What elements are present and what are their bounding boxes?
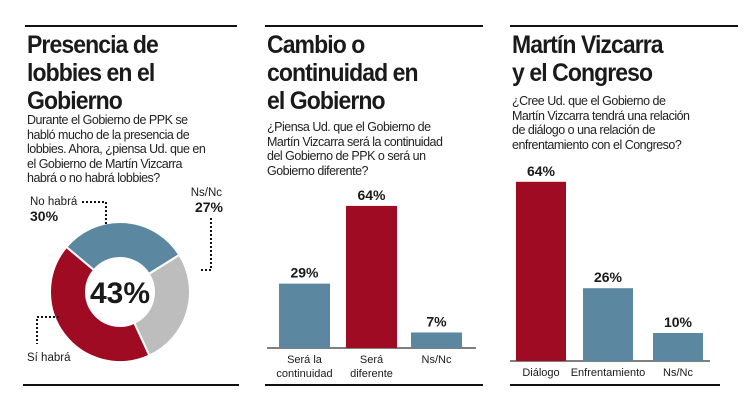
donut-slice-1	[132, 253, 191, 357]
bottom-rule	[510, 384, 720, 386]
category-label: Será la continuidad	[276, 354, 332, 380]
category-label: Ns/Nc	[663, 367, 693, 379]
category-label: Enfrentamiento	[571, 367, 646, 379]
panel-congreso: Martín Vizcarra y el Congreso ¿Cree Ud. …	[510, 25, 738, 386]
bar-value-label: 64%	[527, 163, 556, 179]
bar-1-2	[411, 332, 462, 348]
panel-title: Martín Vizcarra y el Congreso	[512, 31, 664, 87]
bar-value-label: 7%	[426, 313, 447, 329]
slice-value-no-habra: 30%	[30, 208, 59, 224]
leader-line	[82, 201, 107, 226]
bar-2-1	[583, 288, 633, 361]
panel-title: Presencia de lobbies en el Gobierno	[27, 31, 159, 115]
category-label: Ns/Nc	[422, 354, 452, 366]
category-label: Diálogo	[522, 367, 559, 379]
bottom-rule	[265, 384, 483, 386]
panel-lobbies: Presencia de lobbies en el Gobierno Dura…	[23, 25, 239, 386]
panel-question: ¿Piensa Ud. que el Gobierno de Martín Vi…	[267, 120, 443, 178]
bar-1-1	[346, 205, 397, 348]
bottom-rule	[23, 384, 239, 386]
top-rule	[510, 25, 738, 27]
top-rule	[25, 25, 237, 27]
leader-line	[36, 316, 59, 344]
slice-value-nsnc: 27%	[195, 199, 224, 215]
donut-slice-2	[49, 245, 151, 363]
panel-question: ¿Cree Ud. que el Gobierno de Martín Vizc…	[512, 94, 690, 152]
donut-slice-0	[64, 221, 181, 276]
bar-value-label: 26%	[594, 269, 623, 285]
bar-value-label: 29%	[290, 265, 319, 281]
slice-label-nsnc: Ns/Nc	[191, 187, 223, 199]
panel-title: Cambio o continuidad en el Gobierno	[267, 31, 419, 115]
bar-value-label: 64%	[357, 187, 386, 203]
bar-2-0	[516, 181, 566, 361]
bar-1-0	[279, 283, 330, 348]
slice-label-no-habra: No habrá	[30, 196, 78, 208]
top-rule	[265, 25, 483, 27]
donut-center-label: 43%	[90, 277, 150, 310]
slice-label-si-habra: Sí habrá	[27, 352, 71, 364]
category-label: Será diferente	[350, 354, 393, 380]
panel-question: Durante el Gobierno de PPK se habló much…	[27, 113, 206, 185]
panel-cambio: Cambio o continuidad en el Gobierno ¿Pie…	[265, 25, 483, 386]
bar-value-label: 10%	[664, 314, 693, 330]
bar-2-2	[653, 333, 703, 361]
leader-line	[200, 218, 212, 271]
